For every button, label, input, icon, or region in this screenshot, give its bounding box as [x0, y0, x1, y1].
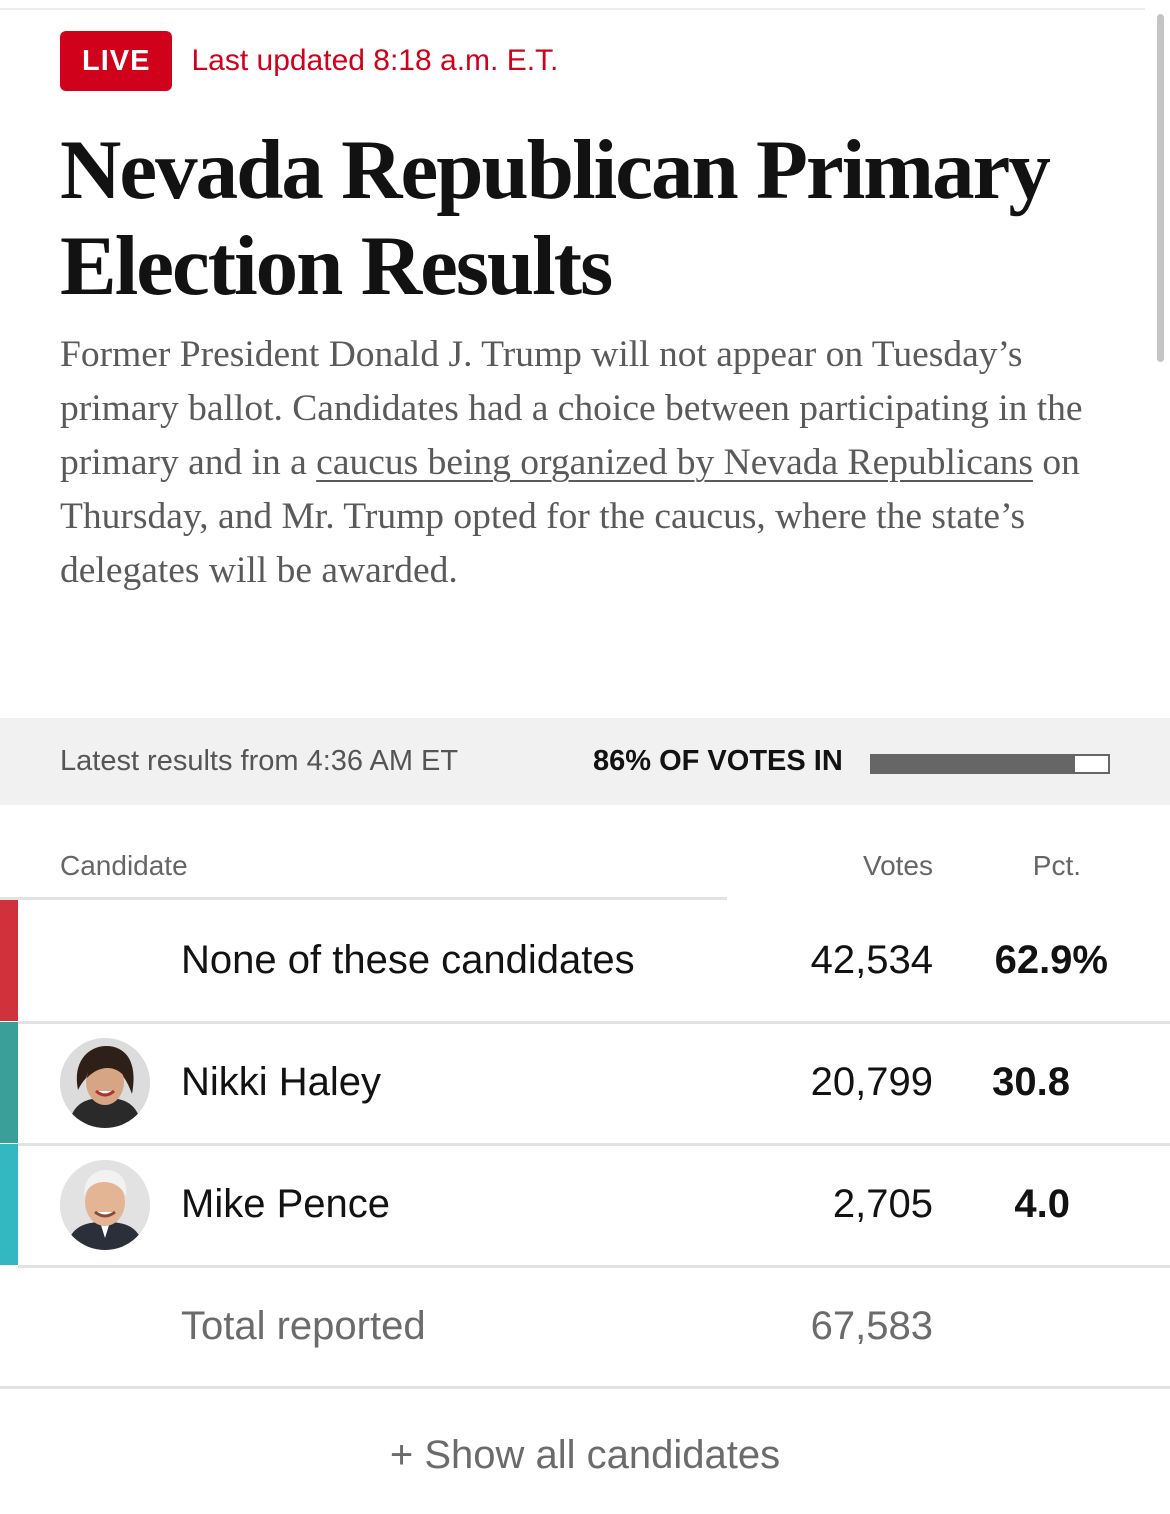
- candidate-name: Mike Pence: [181, 1182, 390, 1226]
- total-row: Total reported 67,583: [0, 1266, 1170, 1387]
- latest-results-time: Latest results from 4:36 AM ET: [60, 745, 459, 777]
- party-color-bar: [0, 1144, 18, 1265]
- table-row: None of these candidates 42,534 62.9%: [0, 900, 1170, 1024]
- table-row: Mike Pence 2,705 4.0: [0, 1144, 1170, 1268]
- caucus-link[interactable]: caucus being organized by Nevada Republi…: [316, 442, 1033, 483]
- live-status-row: LIVE Last updated 8:18 a.m. E.T.: [60, 31, 558, 91]
- mike-pence-avatar: [60, 1160, 150, 1250]
- last-updated-text: Last updated 8:18 a.m. E.T.: [191, 44, 559, 77]
- party-color-bar: [0, 900, 18, 1021]
- column-header-votes: Votes: [862, 850, 933, 881]
- candidate-name: Nikki Haley: [181, 1060, 382, 1104]
- votes-in-progress-bar: [870, 754, 1110, 774]
- candidate-name: None of these candidates: [181, 938, 635, 982]
- candidate-pct: 4.0: [1014, 1182, 1070, 1226]
- dek-text-end: on Thursday, and Mr. Trump opted for the…: [60, 442, 1080, 591]
- candidate-pct: 62.9%: [994, 938, 1108, 982]
- party-color-bar: [0, 1022, 18, 1143]
- votes-in-label: 86% OF VOTES IN: [593, 745, 843, 777]
- top-divider: [0, 8, 1145, 10]
- column-header-pct: Pct.: [1032, 850, 1081, 881]
- total-label: Total reported: [181, 1304, 426, 1348]
- row-divider: [18, 1265, 1170, 1268]
- results-status-bar: Latest results from 4:36 AM ET 86% OF VO…: [0, 718, 1170, 805]
- live-badge: LIVE: [60, 31, 173, 91]
- column-header-candidate: Candidate: [60, 850, 188, 881]
- dek-text-start: Former President Donald J. Trump will no…: [60, 334, 1083, 483]
- candidate-votes: 42,534: [810, 938, 933, 982]
- candidate-pct: 30.8: [992, 1060, 1070, 1104]
- row-divider: [18, 1143, 1170, 1146]
- page-title: Nevada Republican Primary Election Resul…: [60, 123, 1051, 313]
- total-divider: [0, 1386, 1170, 1389]
- candidate-votes: 2,705: [832, 1182, 933, 1226]
- header-divider: [0, 897, 727, 900]
- article-dek: Former President Donald J. Trump will no…: [60, 328, 1090, 598]
- table-row: Nikki Haley 20,799 30.8: [0, 1022, 1170, 1146]
- show-all-candidates-button[interactable]: + Show all candidates: [389, 1432, 781, 1477]
- candidate-votes: 20,799: [810, 1060, 933, 1104]
- total-votes: 67,583: [810, 1304, 933, 1348]
- row-divider: [18, 1021, 1170, 1024]
- votes-in-progress-fill: [872, 756, 1075, 772]
- scrollbar[interactable]: [1157, 14, 1164, 362]
- nikki-haley-avatar: [60, 1038, 150, 1128]
